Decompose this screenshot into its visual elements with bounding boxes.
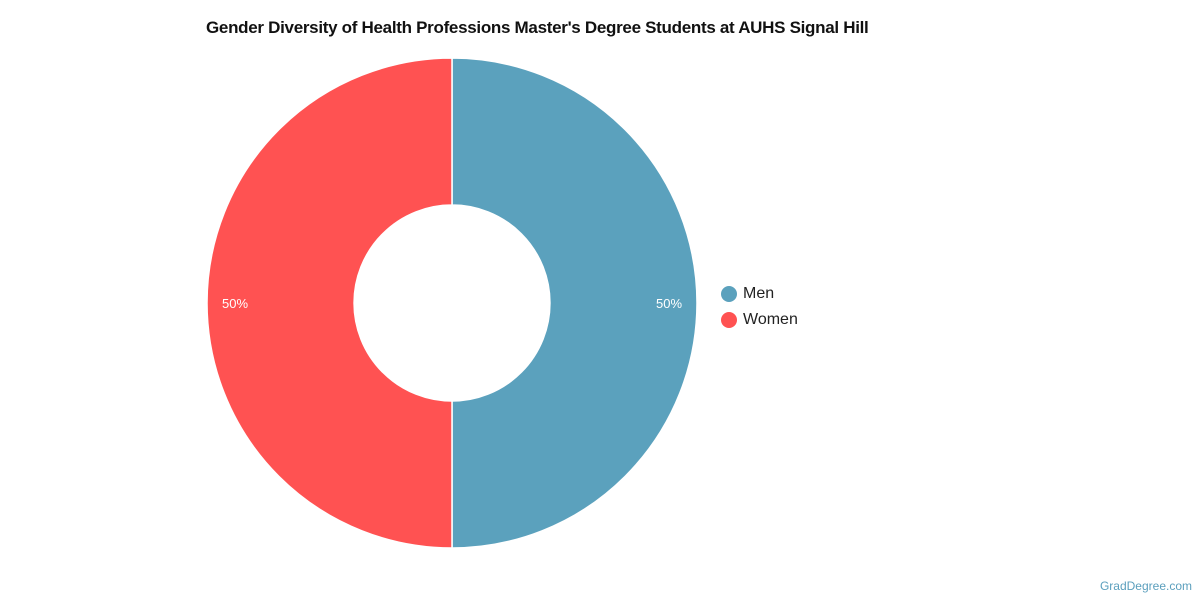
legend-label-men: Men [743,285,775,302]
data-label-men: 50% [656,296,682,311]
legend-item-men[interactable]: Men [721,281,798,307]
legend-swatch-women [721,312,737,328]
legend: Men Women [721,281,798,333]
credit-link[interactable]: GradDegree.com [1099,579,1192,593]
legend-item-women[interactable]: Women [721,307,798,333]
chart-title: Gender Diversity of Health Professions M… [206,18,869,37]
legend-label-women: Women [743,311,798,328]
slice-men[interactable] [451,57,698,549]
slice-women[interactable] [206,57,453,549]
data-label-women: 50% [222,296,248,311]
legend-swatch-men [721,286,737,302]
